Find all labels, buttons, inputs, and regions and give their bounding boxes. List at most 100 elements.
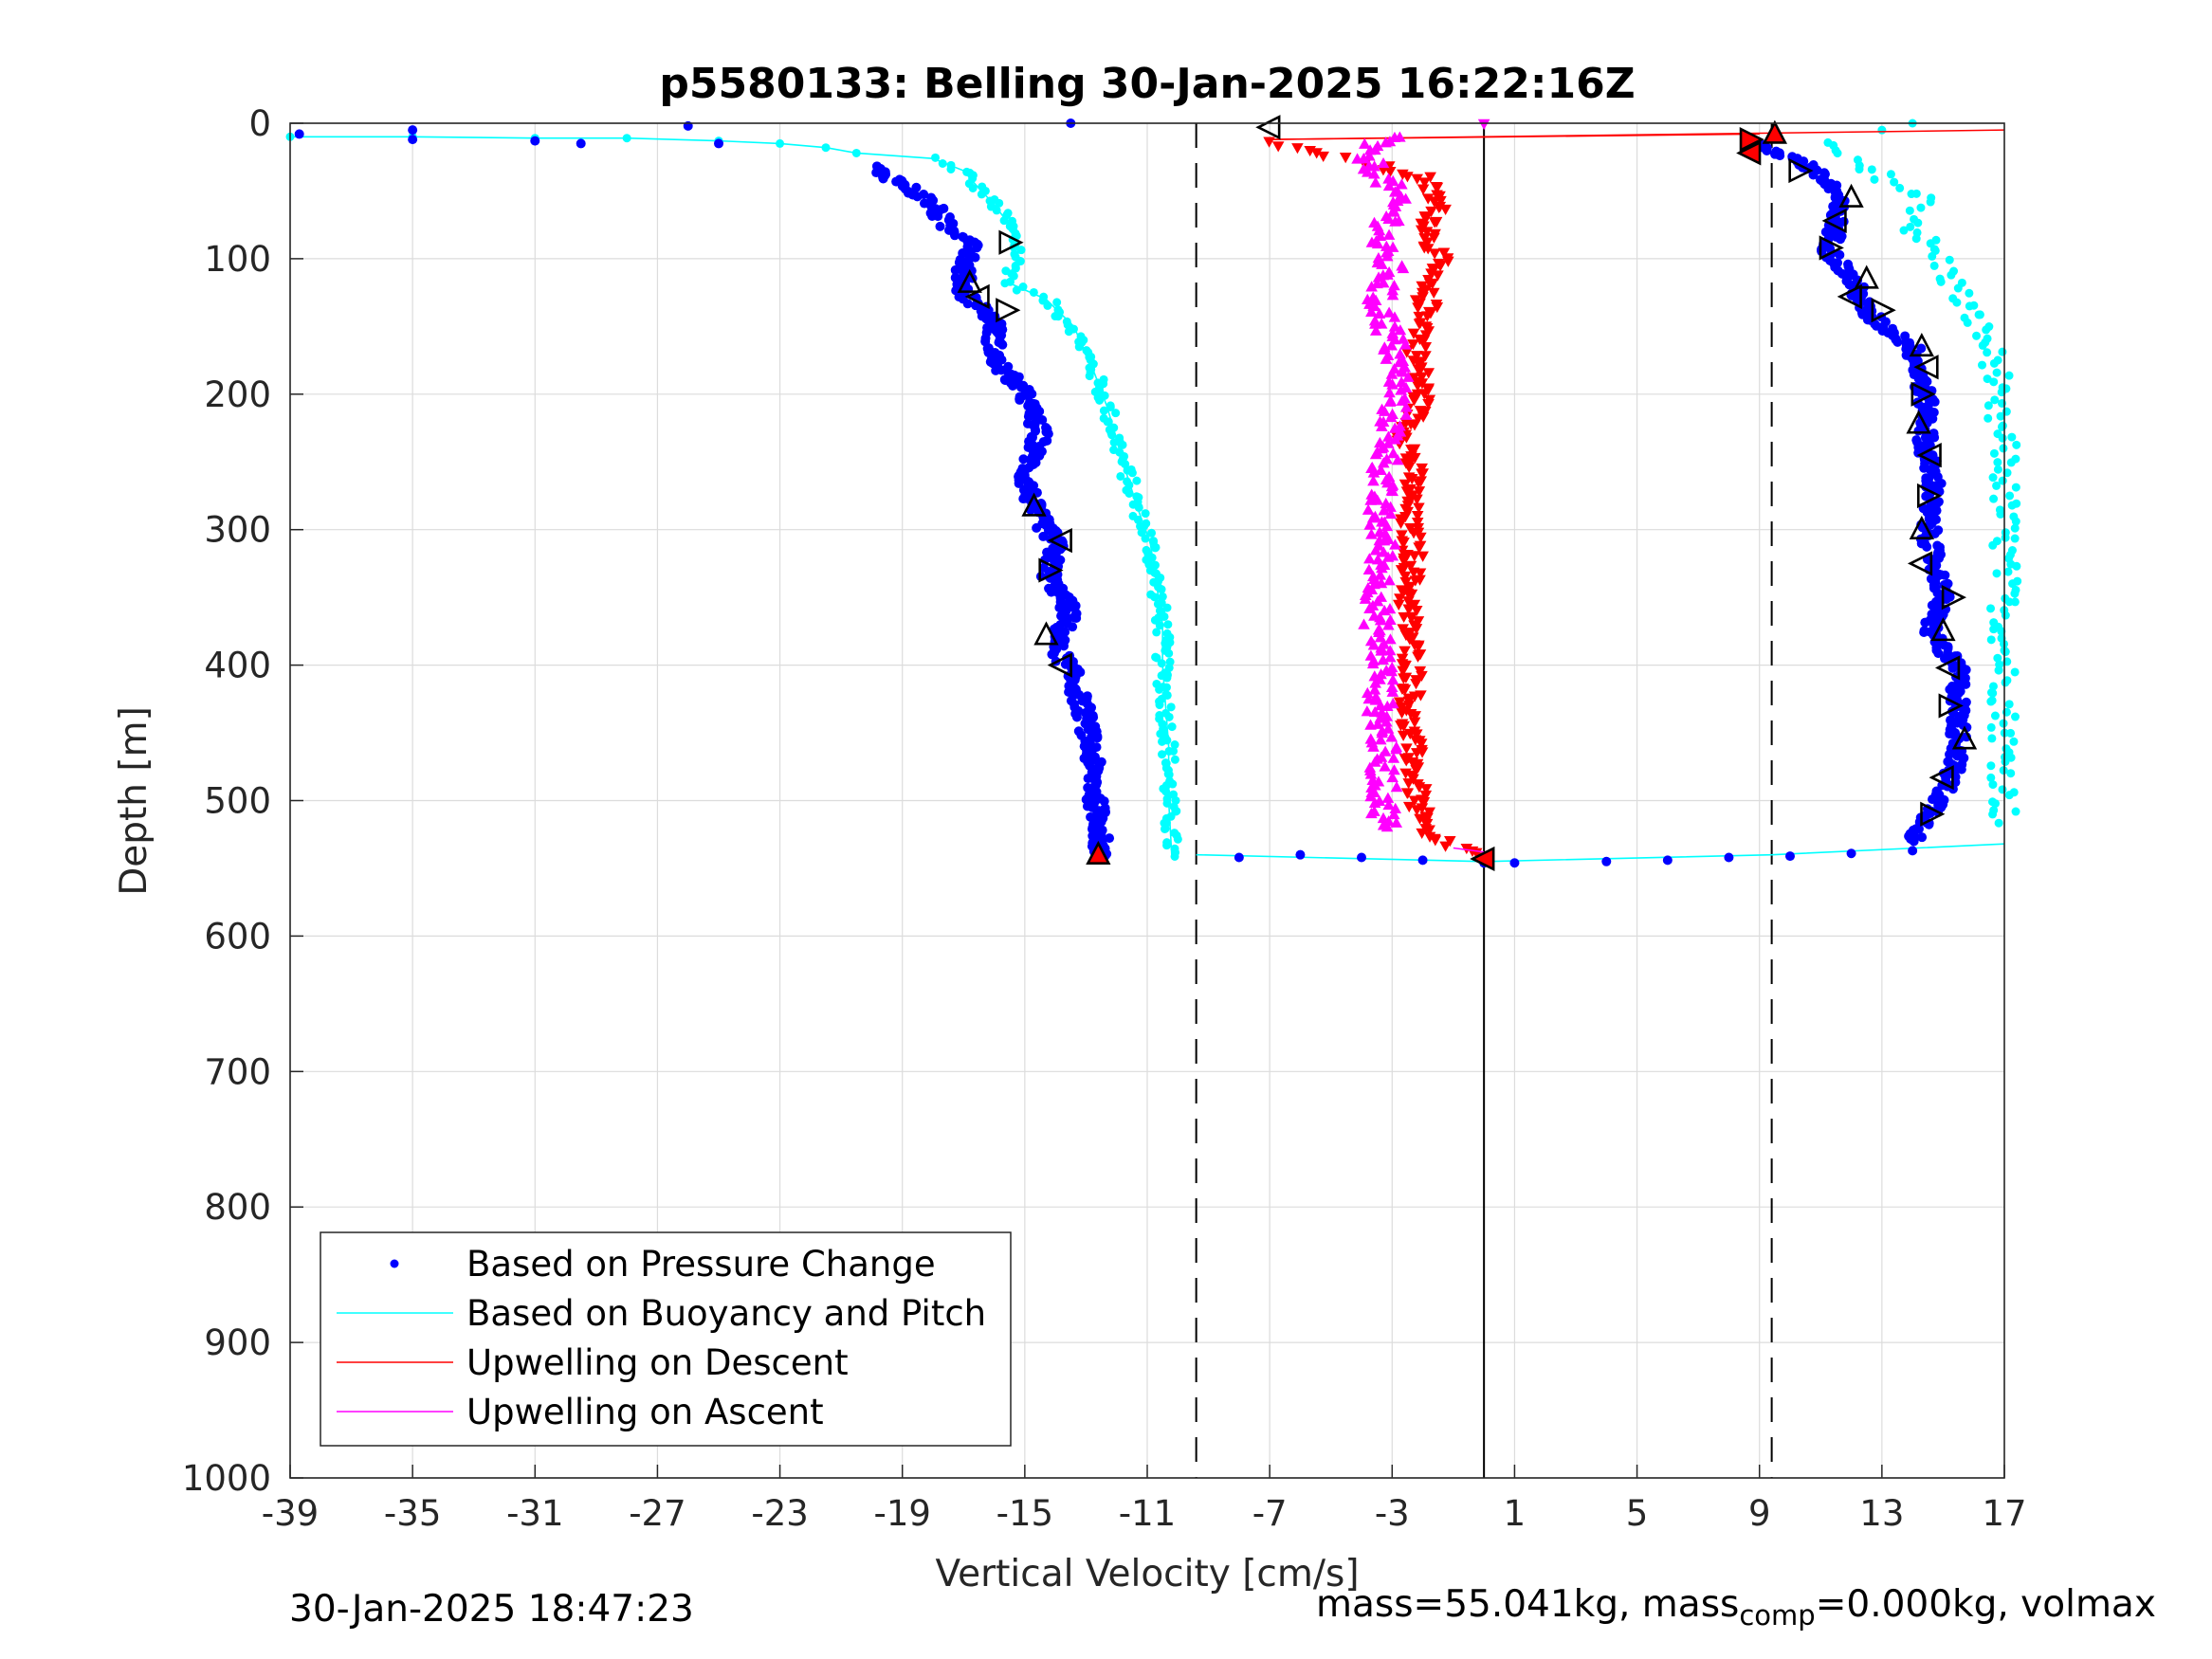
legend-entry-label: Upwelling on Ascent	[466, 1392, 824, 1432]
pressure-change-point	[1509, 858, 1520, 868]
upwelling-descent-point	[1399, 672, 1413, 684]
buoyancy-pitch-point	[2011, 517, 2020, 526]
buoyancy-pitch-point	[968, 183, 978, 192]
buoyancy-pitch-point	[2001, 647, 2010, 657]
footer-timestamp: 30-Jan-2025 18:47:23	[289, 1588, 694, 1631]
upwelling-descent-point	[1412, 413, 1425, 425]
upwelling-ascent-point	[1383, 395, 1397, 407]
buoyancy-pitch-point	[1994, 818, 2003, 828]
buoyancy-pitch-point	[1124, 488, 1134, 498]
upwelling-descent-point	[1394, 593, 1406, 605]
buoyancy-pitch-point	[1972, 331, 1982, 340]
upwelling-descent-point	[1417, 336, 1430, 347]
buoyancy-pitch-point	[1987, 734, 1997, 743]
upwelling-descent-point	[1408, 395, 1420, 407]
buoyancy-pitch-point	[1132, 476, 1142, 485]
buoyancy-pitch-point	[2008, 579, 2018, 589]
upwelling-descent-point	[1439, 841, 1452, 852]
x-tick-label: -35	[384, 1493, 441, 1534]
upwelling-ascent-point	[1380, 137, 1392, 148]
buoyancy-pitch-point	[1109, 438, 1119, 447]
upwelling-ascent-point	[1367, 740, 1380, 752]
upwelling-ascent-point	[1386, 673, 1399, 685]
upwelling-ascent-point	[1380, 250, 1394, 262]
turning-point-marker	[1047, 528, 1072, 554]
upwelling-ascent-point	[1363, 602, 1376, 613]
upwelling-descent-point	[1410, 748, 1423, 759]
pressure-change-point	[408, 125, 418, 136]
footer-mass-text-2: =0.000kg, volmax	[1815, 1583, 2156, 1626]
upwelling-ascent-point	[1379, 760, 1391, 772]
buoyancy-pitch-point	[1989, 377, 1999, 387]
upwelling-ascent-point	[1358, 618, 1370, 629]
upwelling-ascent-point	[1363, 144, 1377, 155]
turning-point-marker	[1951, 725, 1978, 750]
upwelling-ascent-point	[1373, 307, 1386, 319]
buoyancy-pitch-point	[1965, 288, 1974, 298]
upwelling-ascent-point	[1368, 160, 1380, 172]
upwelling-descent-point	[1412, 478, 1425, 489]
upwelling-ascent-point	[1380, 716, 1393, 727]
upwelling-ascent-point	[1386, 771, 1398, 783]
pressure-change-point	[1008, 380, 1018, 391]
upwelling-descent-point	[1392, 599, 1405, 611]
buoyancy-pitch-point	[1988, 810, 1998, 819]
buoyancy-pitch-point	[851, 148, 861, 157]
pressure-change-point	[1909, 836, 1919, 847]
upwelling-descent-point	[1397, 665, 1409, 677]
upwelling-ascent-point	[1387, 206, 1400, 217]
upwelling-descent-point	[1414, 813, 1426, 825]
buoyancy-pitch-point	[1990, 395, 2000, 405]
upwelling-descent-point	[1417, 551, 1429, 562]
buoyancy-pitch-point	[2004, 791, 2014, 800]
turning-point-marker	[1916, 443, 1942, 468]
upwelling-ascent-point	[1369, 448, 1382, 460]
upwelling-descent-point	[1409, 711, 1422, 722]
pressure-change-point	[1047, 649, 1057, 660]
turning-point-marker	[1762, 119, 1788, 144]
buoyancy-pitch-point	[1169, 746, 1179, 756]
buoyancy-pitch-point	[1989, 494, 1999, 503]
upwelling-ascent-point	[1365, 281, 1378, 292]
buoyancy-pitch-point	[1905, 206, 1914, 215]
upwelling-ascent-point	[1365, 807, 1378, 819]
upwelling-descent-point	[1398, 646, 1411, 657]
upwelling-descent-point	[1417, 797, 1431, 809]
upwelling-descent-point	[1402, 778, 1415, 790]
turning-point-marker	[964, 283, 990, 310]
upwelling-ascent-point	[1365, 528, 1378, 539]
upwelling-descent-point	[1413, 311, 1426, 323]
pressure-change-point	[1234, 852, 1244, 863]
upwelling-ascent-point	[1368, 168, 1380, 179]
buoyancy-pitch-point	[1157, 585, 1166, 594]
pressure-change-point	[1933, 648, 1944, 659]
buoyancy-pitch-point	[1163, 620, 1173, 629]
pressure-change-point	[933, 211, 943, 222]
upwelling-descent-point	[1403, 581, 1417, 592]
buoyancy-pitch-point	[2006, 728, 2016, 738]
buoyancy-pitch-point	[1978, 340, 1987, 350]
upwelling-ascent-point	[1383, 645, 1397, 656]
upwelling-ascent-point	[1382, 179, 1396, 191]
buoyancy-pitch-point	[1127, 468, 1137, 478]
upwelling-descent-point	[1403, 634, 1417, 646]
upwelling-descent-point	[1412, 302, 1424, 314]
buoyancy-pitch-point	[1993, 653, 2002, 663]
buoyancy-pitch-point	[1155, 621, 1164, 630]
upwelling-descent-point	[1424, 172, 1436, 183]
upwelling-ascent-point	[1387, 447, 1399, 459]
upwelling-descent-point	[1396, 585, 1408, 596]
upwelling-ascent-point	[1369, 694, 1382, 705]
upwelling-ascent-point	[1396, 394, 1409, 406]
upwelling-ascent-point	[1383, 651, 1397, 663]
buoyancy-pitch-point	[1167, 722, 1177, 732]
x-tick-label: 17	[1982, 1493, 2026, 1534]
buoyancy-pitch-point	[1162, 798, 1172, 808]
upwelling-descent-point	[1432, 270, 1444, 282]
upwelling-descent-point	[1417, 292, 1429, 303]
buoyancy-pitch-point	[2012, 561, 2021, 571]
upwelling-descent-point	[1408, 551, 1421, 562]
upwelling-descent-point	[1413, 486, 1426, 498]
upwelling-ascent-point	[1385, 484, 1398, 496]
pressure-change-point	[1947, 663, 1958, 673]
